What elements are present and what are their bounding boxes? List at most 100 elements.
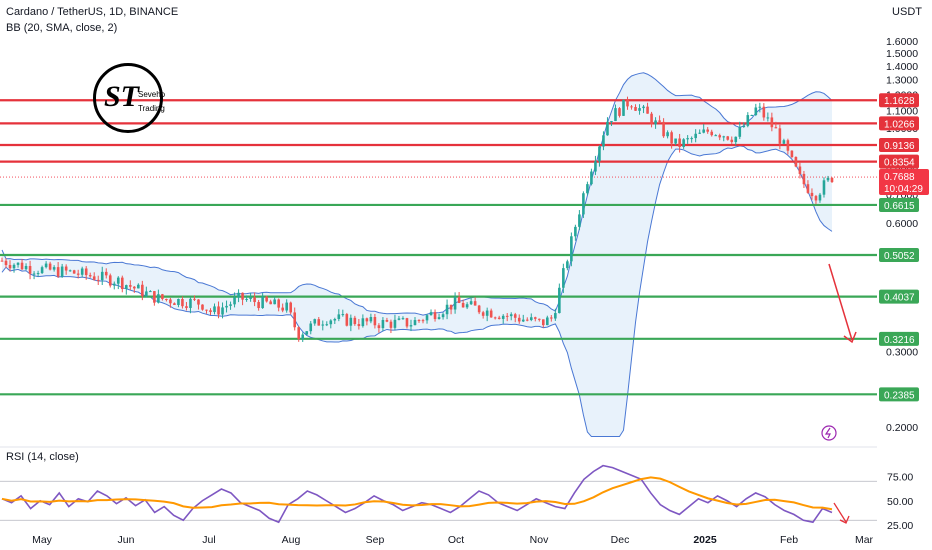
bb-lower-line bbox=[1, 145, 833, 438]
candle-body bbox=[513, 314, 517, 318]
candle-body bbox=[782, 140, 786, 144]
symbol-title: Cardano / TetherUS, 1D, BINANCE bbox=[6, 6, 179, 18]
candle-body bbox=[221, 307, 224, 315]
candle-body bbox=[124, 285, 128, 290]
candle-body bbox=[145, 291, 148, 297]
candle-body bbox=[634, 106, 637, 111]
candles bbox=[0, 96, 834, 342]
candle-body bbox=[562, 268, 565, 288]
candle-body bbox=[365, 318, 369, 322]
candle-body bbox=[433, 312, 437, 320]
candle-body bbox=[814, 196, 818, 201]
countdown-label: 10:04:29 bbox=[884, 184, 923, 195]
candle-body bbox=[185, 306, 188, 308]
candle-body bbox=[229, 304, 232, 306]
candle-body bbox=[349, 317, 353, 326]
x-tick-label: Oct bbox=[448, 534, 464, 546]
x-tick-label: Aug bbox=[282, 534, 301, 546]
candle-body bbox=[225, 305, 228, 308]
candle-body bbox=[177, 299, 180, 305]
candle-body bbox=[401, 318, 405, 320]
candle-body bbox=[209, 310, 212, 313]
candle-body bbox=[770, 117, 774, 128]
candle-body bbox=[586, 184, 589, 194]
candle-body bbox=[465, 304, 469, 308]
candle-body bbox=[766, 117, 770, 119]
candle-body bbox=[76, 273, 80, 275]
candle-body bbox=[774, 127, 778, 129]
level-label-bg bbox=[879, 387, 919, 402]
candle-body bbox=[546, 317, 549, 326]
candle-body bbox=[12, 264, 16, 269]
x-tick-label: Jul bbox=[202, 534, 215, 546]
candle-body bbox=[345, 314, 349, 326]
candle-body bbox=[754, 107, 758, 116]
candle-body bbox=[550, 317, 553, 319]
candle-body bbox=[133, 286, 136, 289]
candle-body bbox=[253, 297, 256, 303]
candle-body bbox=[525, 319, 529, 321]
logo-monogram: ST bbox=[104, 80, 140, 113]
bb-fill bbox=[2, 72, 832, 437]
y-tick-label: 0.6000 bbox=[886, 218, 918, 230]
flash-icon-bolt bbox=[824, 427, 831, 439]
candle-body bbox=[257, 302, 260, 309]
candle-body bbox=[233, 297, 236, 305]
candle-body bbox=[52, 267, 56, 270]
candle-body bbox=[309, 323, 313, 332]
candle-body bbox=[277, 299, 280, 308]
candle-body bbox=[533, 317, 537, 319]
level-label: 0.9136 bbox=[884, 141, 915, 152]
candle-body bbox=[425, 315, 429, 321]
x-tick-label: Dec bbox=[611, 534, 630, 546]
candle-body bbox=[714, 135, 718, 137]
candle-body bbox=[213, 306, 216, 313]
candle-body bbox=[750, 115, 754, 117]
candle-body bbox=[501, 315, 505, 319]
candle-body bbox=[100, 271, 104, 281]
y-tick-label: 1.6000 bbox=[886, 36, 918, 48]
candle-body bbox=[245, 298, 248, 300]
candle-body bbox=[678, 138, 681, 147]
candle-body bbox=[269, 301, 272, 305]
candle-body bbox=[373, 317, 377, 326]
candle-body bbox=[570, 236, 573, 262]
candle-body bbox=[72, 270, 76, 274]
rsi-tick-label: 25.00 bbox=[887, 520, 913, 532]
candle-body bbox=[690, 138, 693, 140]
candle-body bbox=[818, 194, 822, 201]
price-axis: 1.60001.50001.40001.30001.20001.10001.00… bbox=[877, 0, 932, 550]
candle-body bbox=[301, 334, 305, 340]
candle-body bbox=[120, 277, 124, 290]
candle-body bbox=[389, 321, 393, 328]
candle-body bbox=[325, 324, 329, 326]
indicator-title: BB (20, SMA, close, 2) bbox=[6, 22, 118, 34]
candle-body bbox=[60, 266, 64, 277]
candle-body bbox=[826, 177, 830, 181]
candle-body bbox=[558, 287, 561, 314]
candle-body bbox=[698, 132, 701, 134]
candle-body bbox=[718, 135, 722, 138]
candle-body bbox=[237, 292, 240, 298]
candle-body bbox=[157, 294, 160, 303]
candle-body bbox=[129, 285, 132, 287]
candle-body bbox=[437, 317, 441, 320]
candle-body bbox=[473, 301, 477, 306]
candle-body bbox=[409, 325, 413, 327]
logo-line1: Seveho bbox=[138, 90, 166, 99]
candle-body bbox=[529, 317, 533, 321]
candle-body bbox=[261, 296, 264, 309]
time-axis: May Jun Jul Aug Sep Oct Nov Dec 2025 Feb Mar bbox=[32, 534, 873, 546]
level-label: 0.3216 bbox=[884, 335, 915, 346]
candle-body bbox=[161, 294, 164, 299]
x-tick-label: Jun bbox=[118, 534, 135, 546]
candle-body bbox=[405, 318, 409, 327]
level-label: 0.6615 bbox=[884, 201, 915, 212]
candle-body bbox=[8, 265, 12, 269]
candle-body bbox=[598, 146, 601, 162]
candle-body bbox=[730, 139, 734, 143]
candle-body bbox=[293, 312, 297, 328]
rsi-pane bbox=[0, 446, 877, 524]
logo: ST Seveho Trading bbox=[93, 63, 166, 133]
flash-icon bbox=[821, 425, 837, 441]
